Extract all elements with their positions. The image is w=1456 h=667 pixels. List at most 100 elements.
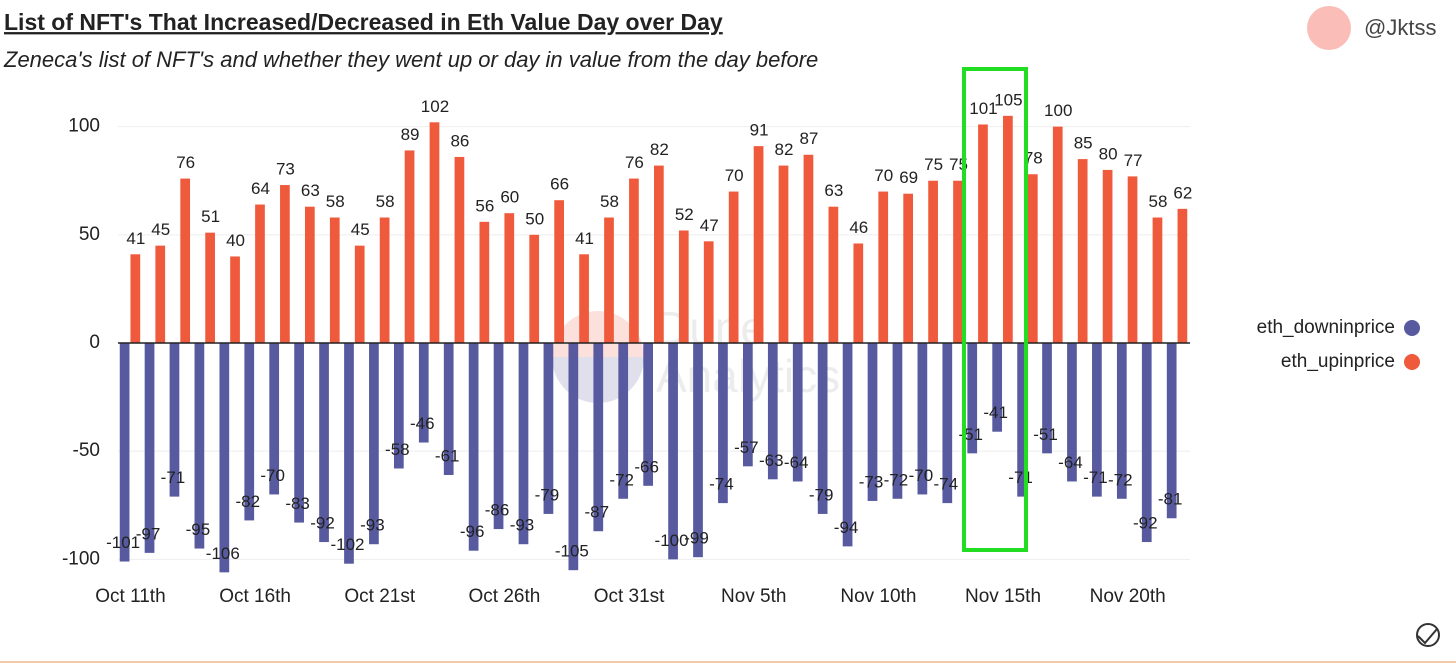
bar bbox=[393, 343, 404, 469]
data-label: 50 bbox=[525, 209, 544, 228]
x-tick-label: Oct 26th bbox=[469, 586, 541, 607]
data-label: -105 bbox=[555, 542, 589, 561]
y-tick-label: 50 bbox=[79, 224, 100, 245]
bar bbox=[992, 343, 1003, 432]
data-label: -101 bbox=[106, 533, 140, 552]
bar bbox=[1127, 176, 1138, 343]
data-label: 58 bbox=[600, 192, 619, 211]
bar bbox=[304, 206, 315, 343]
data-label: 86 bbox=[450, 131, 469, 150]
data-label: 89 bbox=[401, 125, 420, 144]
bar bbox=[892, 343, 903, 499]
bar bbox=[967, 343, 978, 454]
data-label: -106 bbox=[206, 544, 240, 563]
bar bbox=[418, 343, 429, 443]
data-label: -100 bbox=[655, 531, 689, 550]
bar bbox=[1152, 217, 1163, 343]
bar bbox=[169, 343, 180, 497]
data-label: -92 bbox=[1133, 514, 1158, 533]
bar bbox=[743, 343, 753, 467]
bar bbox=[1077, 159, 1088, 343]
bar bbox=[678, 230, 689, 343]
data-label: 60 bbox=[500, 188, 519, 207]
bar bbox=[1042, 343, 1052, 454]
x-tick-label: Nov 5th bbox=[721, 586, 786, 607]
data-label: -72 bbox=[1108, 470, 1133, 489]
bar bbox=[468, 343, 479, 551]
bar bbox=[354, 245, 365, 343]
author: @Jktss bbox=[1364, 15, 1436, 40]
y-tick-label: -50 bbox=[73, 440, 100, 461]
data-label: -57 bbox=[734, 438, 759, 457]
bar bbox=[828, 206, 839, 343]
bar bbox=[1027, 174, 1038, 343]
bar bbox=[205, 232, 215, 343]
data-label: 85 bbox=[1074, 134, 1093, 153]
bar bbox=[792, 343, 803, 482]
chart-subtitle: Zeneca's list of NFT's and whether they … bbox=[3, 47, 818, 72]
data-label: -96 bbox=[460, 522, 485, 541]
bar bbox=[369, 343, 379, 545]
data-label: 70 bbox=[874, 166, 893, 185]
data-label: -63 bbox=[759, 451, 784, 470]
bar bbox=[654, 165, 664, 343]
data-label: 105 bbox=[994, 90, 1022, 109]
data-label: 51 bbox=[201, 207, 220, 226]
data-label: 41 bbox=[126, 229, 145, 248]
bar bbox=[180, 178, 191, 343]
bar bbox=[917, 343, 928, 495]
x-tick-label: Nov 10th bbox=[840, 586, 916, 607]
data-label: -71 bbox=[1083, 468, 1108, 487]
highlight-box bbox=[962, 67, 1028, 552]
bar bbox=[194, 343, 205, 549]
data-label: -102 bbox=[330, 535, 364, 554]
bar bbox=[878, 191, 889, 343]
bar bbox=[604, 217, 614, 343]
data-label: -51 bbox=[1033, 425, 1058, 444]
data-label: -74 bbox=[709, 475, 734, 494]
bar bbox=[518, 343, 529, 545]
bar bbox=[1116, 343, 1127, 499]
data-label: 58 bbox=[1149, 192, 1168, 211]
bar bbox=[319, 343, 329, 543]
data-label: 56 bbox=[475, 196, 494, 215]
bar bbox=[1177, 208, 1188, 343]
data-label: -79 bbox=[535, 485, 560, 504]
data-label: -73 bbox=[859, 472, 884, 491]
bar bbox=[767, 343, 778, 480]
bar bbox=[928, 180, 938, 343]
bar bbox=[1141, 343, 1152, 543]
data-label: 58 bbox=[376, 192, 395, 211]
bar bbox=[454, 156, 465, 343]
bar bbox=[329, 217, 340, 343]
bar bbox=[379, 217, 390, 343]
data-label: -70 bbox=[909, 466, 934, 485]
y-tick-label: -100 bbox=[62, 548, 100, 569]
data-label: 66 bbox=[550, 175, 569, 194]
bar bbox=[579, 254, 589, 343]
data-label: 76 bbox=[625, 153, 644, 172]
data-label: -64 bbox=[784, 453, 809, 472]
data-label: 52 bbox=[675, 205, 694, 224]
x-tick-label: Nov 20th bbox=[1090, 586, 1166, 607]
data-label: -95 bbox=[186, 520, 211, 539]
bar bbox=[842, 343, 853, 547]
bar bbox=[817, 343, 828, 514]
y-tick-label: 100 bbox=[68, 116, 100, 137]
bar bbox=[255, 204, 265, 343]
data-label: 64 bbox=[251, 179, 270, 198]
bar bbox=[1102, 169, 1113, 343]
bar bbox=[803, 154, 814, 343]
bar bbox=[504, 213, 515, 343]
data-label: -93 bbox=[360, 516, 385, 535]
bar bbox=[668, 343, 678, 560]
data-label: 63 bbox=[301, 181, 320, 200]
bar bbox=[903, 193, 914, 343]
data-label: -58 bbox=[385, 440, 410, 459]
bar bbox=[593, 343, 604, 532]
bar bbox=[230, 256, 240, 343]
bar bbox=[219, 343, 230, 573]
bar bbox=[130, 254, 141, 343]
bar bbox=[404, 150, 415, 343]
